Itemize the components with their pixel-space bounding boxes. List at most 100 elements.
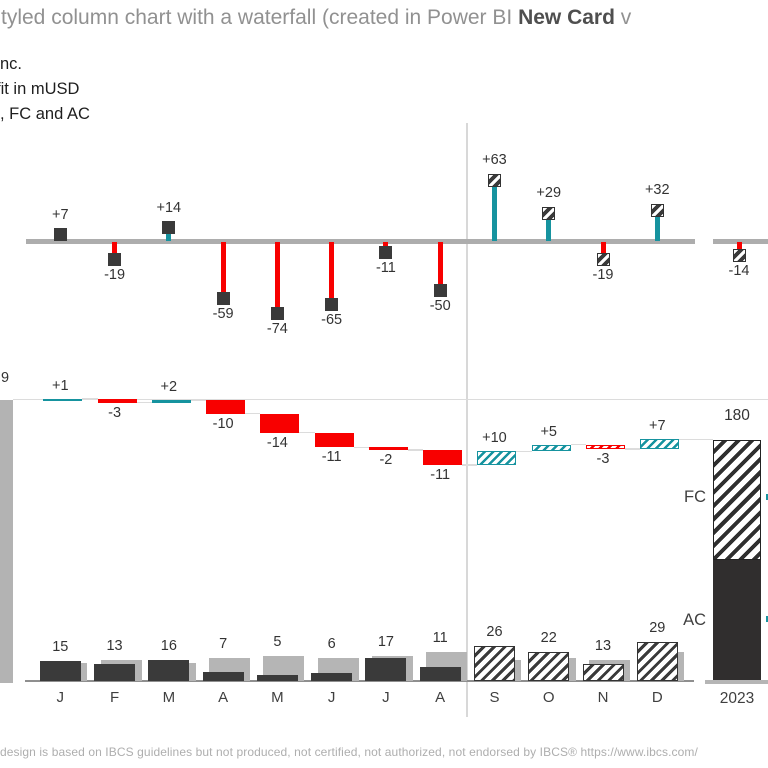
total-value-label: 180 bbox=[724, 407, 750, 424]
waterfall-bar[interactable] bbox=[206, 400, 246, 414]
column-chart-axis-total-segment bbox=[705, 679, 768, 684]
page-title-bold: New Card bbox=[518, 6, 615, 29]
waterfall-value-label: +2 bbox=[160, 379, 178, 395]
waterfall-connector bbox=[245, 412, 261, 415]
ac-fc-separator-line bbox=[466, 123, 468, 717]
month-axis-label: M bbox=[162, 688, 176, 706]
month-axis-label: M bbox=[271, 688, 284, 706]
py-total-value-label: 9 bbox=[1, 370, 10, 386]
waterfall-connector bbox=[82, 397, 98, 400]
column-value-label: 13 bbox=[594, 637, 612, 654]
pin-stem[interactable] bbox=[600, 241, 606, 260]
waterfall-bar[interactable] bbox=[368, 447, 408, 451]
waterfall-value-label: -11 bbox=[430, 467, 451, 483]
waterfall-bar[interactable] bbox=[151, 400, 191, 403]
month-axis-label: A bbox=[435, 688, 446, 706]
pin-stem[interactable] bbox=[112, 241, 118, 260]
waterfall-value-label: +1 bbox=[52, 377, 69, 394]
pin-marker[interactable] bbox=[596, 253, 610, 267]
subtitle-scenario: , FC and AC bbox=[0, 105, 90, 123]
waterfall-bar[interactable] bbox=[97, 398, 137, 403]
ac-column[interactable] bbox=[256, 674, 298, 682]
subtitle-measure: fit in mUSD bbox=[0, 80, 80, 98]
waterfall-connector bbox=[407, 449, 424, 451]
waterfall-bar[interactable] bbox=[43, 398, 83, 402]
pin-value-label: -65 bbox=[321, 312, 343, 329]
waterfall-value-label: +5 bbox=[540, 423, 557, 440]
waterfall-bar[interactable] bbox=[586, 444, 625, 449]
waterfall-bar[interactable] bbox=[314, 432, 354, 448]
fc-column[interactable] bbox=[582, 663, 624, 682]
py-total-column[interactable] bbox=[0, 400, 13, 683]
pin-stem[interactable] bbox=[437, 241, 443, 290]
month-axis-label: D bbox=[651, 688, 663, 706]
ac-section-label: AC bbox=[683, 611, 706, 629]
pin-marker[interactable] bbox=[433, 283, 447, 297]
month-axis-label: S bbox=[489, 688, 500, 706]
month-axis-label: N bbox=[597, 688, 609, 706]
column-value-label: 5 bbox=[273, 633, 282, 650]
pin-marker[interactable] bbox=[732, 248, 746, 262]
pin-marker[interactable] bbox=[542, 206, 556, 220]
waterfall-value-label: -10 bbox=[212, 415, 234, 432]
column-chart-axis bbox=[25, 680, 694, 683]
pin-marker[interactable] bbox=[650, 203, 664, 217]
pin-value-label: -74 bbox=[266, 320, 288, 337]
page-title-prefix: tyled column chart with a waterfall (cre… bbox=[1, 6, 519, 29]
pin-value-label: -14 bbox=[728, 262, 750, 279]
waterfall-connector bbox=[299, 431, 315, 434]
waterfall-bar[interactable] bbox=[477, 451, 517, 465]
ac-column[interactable] bbox=[419, 666, 461, 682]
pin-stem[interactable] bbox=[491, 180, 497, 242]
pin-marker[interactable] bbox=[270, 306, 284, 320]
month-axis-label: J bbox=[327, 688, 336, 706]
waterfall-connector bbox=[462, 464, 478, 466]
total-column-ac-segment[interactable] bbox=[713, 560, 761, 682]
column-value-label: 22 bbox=[540, 629, 557, 646]
subtitle-company: nc. bbox=[0, 55, 23, 73]
fc-column[interactable] bbox=[473, 646, 515, 682]
pin-value-label: -19 bbox=[592, 267, 614, 284]
pin-value-label: +7 bbox=[52, 206, 69, 223]
column-value-label: 6 bbox=[327, 636, 336, 653]
waterfall-connector bbox=[625, 448, 641, 450]
pin-stem[interactable] bbox=[274, 241, 280, 314]
pin-value-label: -19 bbox=[104, 267, 126, 284]
pin-marker[interactable] bbox=[379, 245, 393, 259]
pin-marker[interactable] bbox=[487, 173, 501, 187]
column-value-label: 7 bbox=[219, 636, 228, 653]
pin-stem[interactable] bbox=[220, 241, 226, 299]
fc-column[interactable] bbox=[636, 642, 678, 682]
pin-stem[interactable] bbox=[166, 227, 172, 242]
fc-column[interactable] bbox=[528, 651, 570, 682]
ac-column[interactable] bbox=[202, 672, 244, 682]
ac-column[interactable] bbox=[365, 658, 407, 682]
pin-marker[interactable] bbox=[53, 228, 67, 242]
waterfall-bar[interactable] bbox=[531, 444, 571, 452]
month-axis-label: J bbox=[382, 688, 390, 706]
ac-column[interactable] bbox=[39, 661, 81, 682]
pin-stem[interactable] bbox=[654, 210, 660, 242]
pin-marker[interactable] bbox=[108, 253, 122, 267]
ac-column[interactable] bbox=[94, 663, 136, 682]
column-value-label: 13 bbox=[106, 637, 123, 654]
pin-stem[interactable] bbox=[329, 241, 335, 305]
total-column-fc-segment[interactable] bbox=[713, 440, 761, 560]
waterfall-connector bbox=[136, 401, 152, 404]
waterfall-connector bbox=[516, 450, 532, 453]
ac-column[interactable] bbox=[311, 673, 353, 682]
month-axis-label: O bbox=[542, 688, 555, 706]
waterfall-bar[interactable] bbox=[640, 439, 680, 449]
total-category-label: 2023 bbox=[719, 689, 755, 707]
waterfall-bar[interactable] bbox=[260, 413, 300, 433]
waterfall-connector bbox=[190, 399, 207, 401]
waterfall-value-label: +10 bbox=[482, 430, 507, 447]
ac-column[interactable] bbox=[148, 659, 190, 682]
waterfall-connector bbox=[353, 446, 369, 449]
pin-marker[interactable] bbox=[162, 221, 176, 235]
pin-stem[interactable] bbox=[546, 213, 552, 242]
waterfall-bar[interactable] bbox=[423, 450, 463, 465]
pin-stem[interactable] bbox=[736, 241, 742, 256]
pin-marker[interactable] bbox=[325, 298, 339, 312]
pin-marker[interactable] bbox=[216, 292, 230, 306]
